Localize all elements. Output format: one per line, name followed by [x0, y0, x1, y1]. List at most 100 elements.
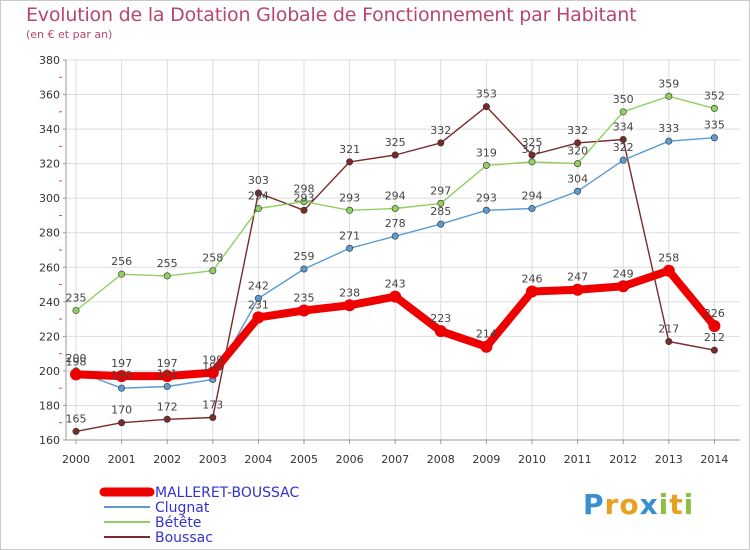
data-label: 247	[567, 271, 588, 284]
axes	[65, 60, 740, 441]
data-point	[437, 199, 445, 207]
data-label: 335	[704, 119, 725, 132]
data-label: 359	[658, 77, 679, 90]
data-label: 353	[476, 88, 497, 101]
data-label: 191	[157, 367, 178, 380]
data-label: 297	[430, 184, 451, 197]
logo-letter: i	[683, 488, 695, 521]
data-point	[209, 267, 217, 275]
data-point	[163, 272, 171, 280]
data-point	[574, 160, 582, 168]
data-label: 198	[66, 355, 87, 368]
data-point	[389, 290, 402, 303]
data-label: 214	[476, 328, 497, 341]
legend-entry: Boussac	[104, 530, 213, 546]
data-label: 256	[111, 255, 132, 268]
data-label: 332	[567, 124, 588, 137]
chart-subtitle: (en € et par an)	[26, 28, 113, 41]
x-tick-label: 2007	[381, 453, 409, 466]
data-point	[391, 205, 399, 213]
legend-label: Clugnat	[155, 500, 210, 516]
legend-label: Bétête	[155, 515, 201, 531]
proxiti-logo: Proxiti	[583, 488, 694, 521]
data-point	[528, 158, 536, 166]
data-point	[617, 280, 630, 293]
legend-entry: Bétête	[104, 515, 201, 531]
x-tick-label: 2014	[700, 453, 728, 466]
x-tick-label: 2004	[244, 453, 272, 466]
x-tick-label: 2002	[153, 453, 181, 466]
series-bét-te	[72, 92, 718, 314]
data-point	[72, 427, 80, 435]
data-label: 352	[704, 89, 725, 102]
data-label: 246	[522, 272, 543, 285]
data-point	[391, 151, 399, 159]
data-point	[115, 370, 128, 383]
data-label: 303	[248, 174, 269, 187]
x-tick-label: 2000	[62, 453, 90, 466]
data-label: 197	[157, 357, 178, 370]
logo-letter: r	[604, 488, 620, 521]
data-point	[346, 158, 354, 166]
logo-letter: P	[583, 488, 605, 521]
data-point	[437, 139, 445, 147]
legend-label: MALLERET-BOUSSAC	[155, 485, 299, 501]
y-tick-label: 380	[39, 54, 60, 67]
data-label: 249	[613, 267, 634, 280]
data-label: 165	[66, 412, 87, 425]
data-point	[70, 368, 82, 381]
data-label: 242	[248, 279, 269, 292]
x-tick-label: 2005	[290, 453, 318, 466]
data-label: 294	[248, 190, 269, 203]
data-point	[254, 189, 262, 197]
data-label: 278	[385, 217, 406, 230]
data-point	[710, 104, 718, 112]
data-point	[118, 384, 126, 392]
data-point	[482, 161, 490, 169]
data-point	[346, 244, 354, 252]
data-label: 231	[248, 298, 269, 311]
x-tick-label: 2001	[108, 453, 136, 466]
data-label: 199	[202, 354, 223, 367]
chart-title: Evolution de la Dotation Globale de Fonc…	[26, 4, 637, 26]
data-label: 197	[111, 357, 132, 370]
x-tick-label: 2009	[472, 453, 500, 466]
data-point	[300, 265, 308, 273]
x-tick-label: 2013	[655, 453, 683, 466]
data-label: 332	[430, 124, 451, 137]
data-label: 325	[522, 136, 543, 149]
data-point	[254, 294, 262, 302]
data-point	[300, 206, 308, 214]
data-point	[346, 206, 354, 214]
legend-entry: Clugnat	[104, 500, 210, 516]
logo-letter: o	[619, 488, 640, 521]
data-label: 258	[202, 252, 223, 265]
data-labels: 198 197 197 199 231 235 238 243 223 214 246 247 249 2…	[66, 77, 725, 425]
y-tick-label: 220	[39, 330, 60, 343]
data-label: 322	[613, 141, 634, 154]
data-point	[571, 283, 584, 296]
data-point	[482, 206, 490, 214]
data-point	[480, 340, 493, 353]
series-lines	[70, 92, 721, 435]
data-point	[163, 415, 171, 423]
data-point	[161, 370, 174, 383]
data-label: 255	[157, 257, 178, 270]
data-label: 285	[430, 205, 451, 218]
legend-label: Boussac	[155, 530, 213, 546]
data-point	[528, 151, 536, 159]
data-point	[300, 198, 308, 206]
data-point	[619, 135, 627, 143]
data-label: 293	[294, 191, 315, 204]
data-point	[574, 187, 582, 195]
data-label: 259	[294, 250, 315, 263]
series-boussac	[72, 103, 718, 435]
logo-letter: t	[669, 488, 684, 521]
data-point	[482, 103, 490, 111]
data-point	[574, 139, 582, 147]
x-tick-label: 2010	[518, 453, 546, 466]
legend-entry: MALLERET-BOUSSAC	[99, 485, 299, 501]
data-label: 200	[66, 352, 87, 365]
data-point	[665, 338, 673, 346]
